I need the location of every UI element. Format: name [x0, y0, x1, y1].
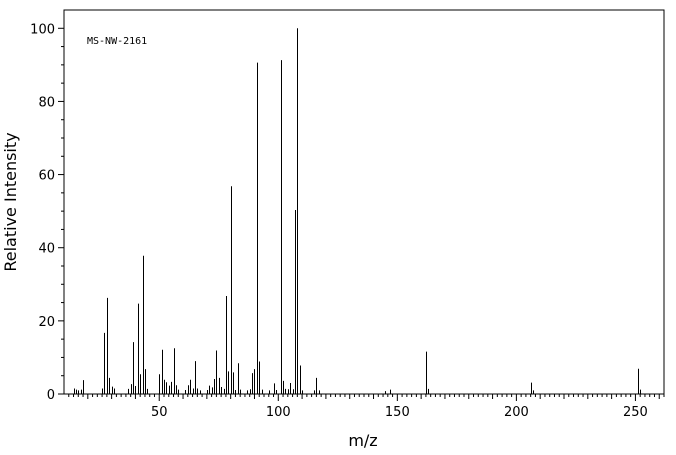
y-tick-label: 80	[38, 95, 55, 110]
y-axis-ticks: 0 20 40 60 80 100	[30, 22, 64, 403]
x-tick-label: 50	[151, 405, 168, 420]
spectrum-id-annotation: MS-NW-2161	[87, 36, 147, 47]
y-tick-label: 20	[38, 315, 55, 330]
x-axis-label: m/z	[348, 431, 377, 450]
y-tick-label: 60	[38, 169, 55, 184]
plot-frame	[63, 9, 665, 395]
x-axis-ticks: 50 100 150 200 250	[68, 394, 665, 420]
x-tick-label: 200	[504, 405, 529, 420]
x-tick-label: 150	[385, 405, 410, 420]
x-tick-label: 100	[266, 405, 291, 420]
y-axis-label: Relative Intensity	[1, 132, 20, 271]
y-tick-label: 100	[30, 22, 55, 37]
x-tick-label: 250	[623, 405, 648, 420]
y-tick-label: 0	[47, 388, 55, 403]
y-tick-label: 40	[38, 242, 55, 257]
peak-bars	[74, 28, 641, 394]
